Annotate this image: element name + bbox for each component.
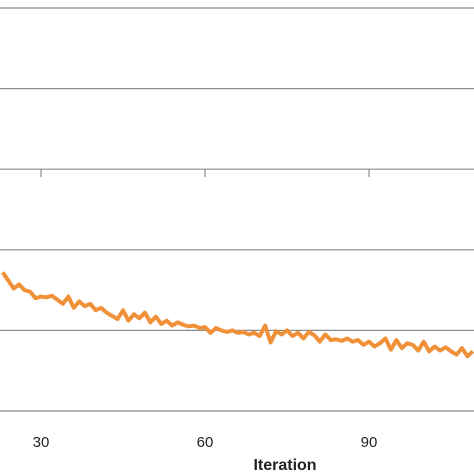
x-tick-label: 30 — [33, 434, 50, 451]
x-axis-label: Iteration — [253, 457, 316, 474]
data-line — [1, 271, 474, 359]
x-tick-label: 60 — [197, 434, 214, 451]
x-tick-label: 90 — [361, 434, 378, 451]
